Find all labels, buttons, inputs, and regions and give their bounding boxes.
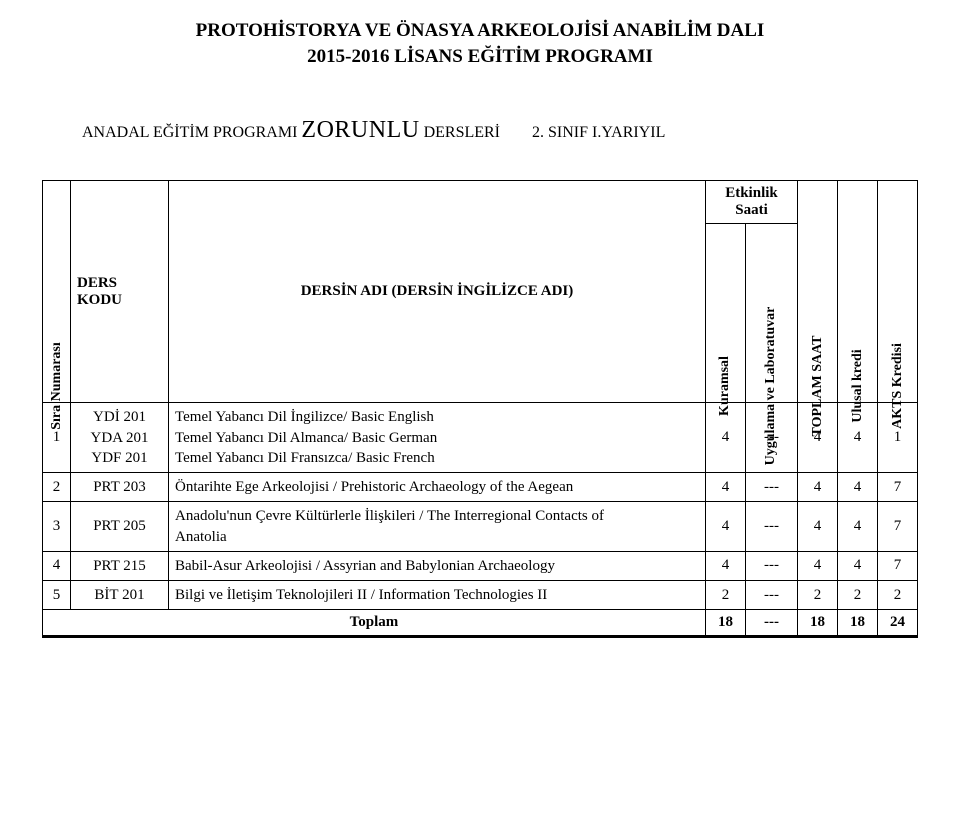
col-header-kuramsal: Kuramsal [705,224,745,403]
col-header-sira: Sıra Numarası [43,181,71,403]
subtitle: ANADAL EĞİTİM PROGRAMI ZORUNLU DERSLERİ … [82,117,918,144]
course-code: PRT 205 [71,502,169,552]
cell-ul: 4 [838,473,878,502]
totals-u: --- [745,610,797,637]
cell-k: 2 [705,581,745,610]
course-name: Anadolu'nun Çevre Kültürlerle İlişkileri… [169,502,706,552]
totals-row: Toplam 18 --- 18 18 24 [43,610,918,637]
row-number: 2 [43,473,71,502]
col-header-adi: DERSİN ADI (DERSİN İNGİLİZCE ADI) [169,181,706,403]
totals-t: 18 [798,610,838,637]
cell-u: --- [745,581,797,610]
course-code: PRT 203 [71,473,169,502]
subtitle-prefix: ANADAL EĞİTİM PROGRAMI [82,124,301,141]
row-number: 5 [43,581,71,610]
col-header-kod: DERS KODU [71,181,169,403]
cell-ul: 2 [838,581,878,610]
table-row: 3PRT 205Anadolu'nun Çevre Kültürlerle İl… [43,502,918,552]
cell-u: --- [745,473,797,502]
cell-a: 7 [878,551,918,580]
cell-a: 7 [878,502,918,552]
cell-t: 4 [798,502,838,552]
course-name: Öntarihte Ege Arkeolojisi / Prehistoric … [169,473,706,502]
totals-ul: 18 [838,610,878,637]
cell-t: 2 [798,581,838,610]
col-header-akts: AKTS Kredisi [878,181,918,403]
cell-u: --- [745,502,797,552]
cell-k: 4 [705,502,745,552]
col-header-etkinlik: Etkinlik Saati [705,181,797,224]
subtitle-suffix: DERSLERİ [420,124,500,141]
subtitle-big: ZORUNLU [301,117,419,143]
col-header-toplam: TOPLAM SAAT [798,181,838,403]
cell-ul: 4 [838,551,878,580]
table-row: 4PRT 215Babil-Asur Arkeolojisi / Assyria… [43,551,918,580]
page: PROTOHİSTORYA VE ÖNASYA ARKEOLOJİSİ ANAB… [0,0,960,833]
course-table: Sıra Numarası DERS KODU DERSİN ADI (DERS… [42,180,918,638]
title-line-2: 2015-2016 LİSANS EĞİTİM PROGRAMI [42,44,918,70]
col-header-ulusal: Ulusal kredi [838,181,878,403]
cell-k: 4 [705,473,745,502]
row-number: 4 [43,551,71,580]
table-row: 1YDİ 201YDA 201YDF 201Temel Yabancı Dil … [43,403,918,473]
course-name: Babil-Asur Arkeolojisi / Assyrian and Ba… [169,551,706,580]
col-header-uyg: Uygulama ve Laboratuvar [745,224,797,403]
row-number: 3 [43,502,71,552]
cell-t: 4 [798,551,838,580]
cell-ul: 4 [838,502,878,552]
cell-a: 7 [878,473,918,502]
table-row: 5BİT 201Bilgi ve İletişim Teknolojileri … [43,581,918,610]
totals-a: 24 [878,610,918,637]
course-code: PRT 215 [71,551,169,580]
totals-k: 18 [705,610,745,637]
title-line-1: PROTOHİSTORYA VE ÖNASYA ARKEOLOJİSİ ANAB… [42,18,918,44]
course-code: YDİ 201YDA 201YDF 201 [71,403,169,473]
page-title: PROTOHİSTORYA VE ÖNASYA ARKEOLOJİSİ ANAB… [42,18,918,69]
header-row-1: Sıra Numarası DERS KODU DERSİN ADI (DERS… [43,181,918,224]
cell-t: 4 [798,473,838,502]
course-name: Temel Yabancı Dil İngilizce/ Basic Engli… [169,403,706,473]
cell-u: --- [745,551,797,580]
course-name: Bilgi ve İletişim Teknolojileri II / Inf… [169,581,706,610]
table-body: 1YDİ 201YDA 201YDF 201Temel Yabancı Dil … [43,403,918,610]
table-row: 2PRT 203Öntarihte Ege Arkeolojisi / Preh… [43,473,918,502]
course-code: BİT 201 [71,581,169,610]
subtitle-right: 2. SINIF I.YARIYIL [532,124,665,141]
totals-label: Toplam [43,610,706,637]
cell-k: 4 [705,551,745,580]
cell-a: 2 [878,581,918,610]
